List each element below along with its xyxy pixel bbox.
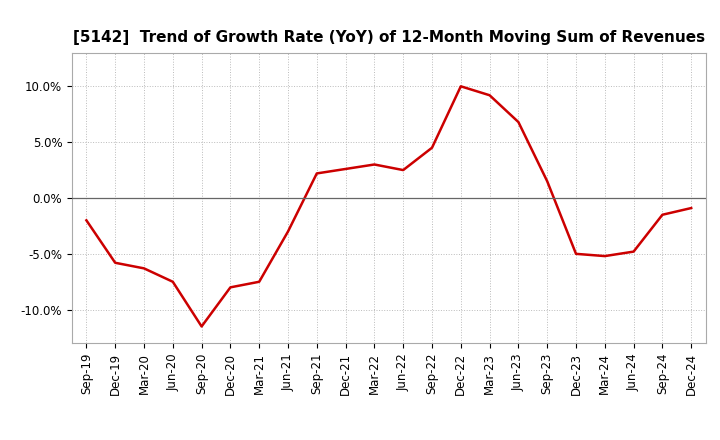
Title: [5142]  Trend of Growth Rate (YoY) of 12-Month Moving Sum of Revenues: [5142] Trend of Growth Rate (YoY) of 12-…	[73, 29, 705, 45]
